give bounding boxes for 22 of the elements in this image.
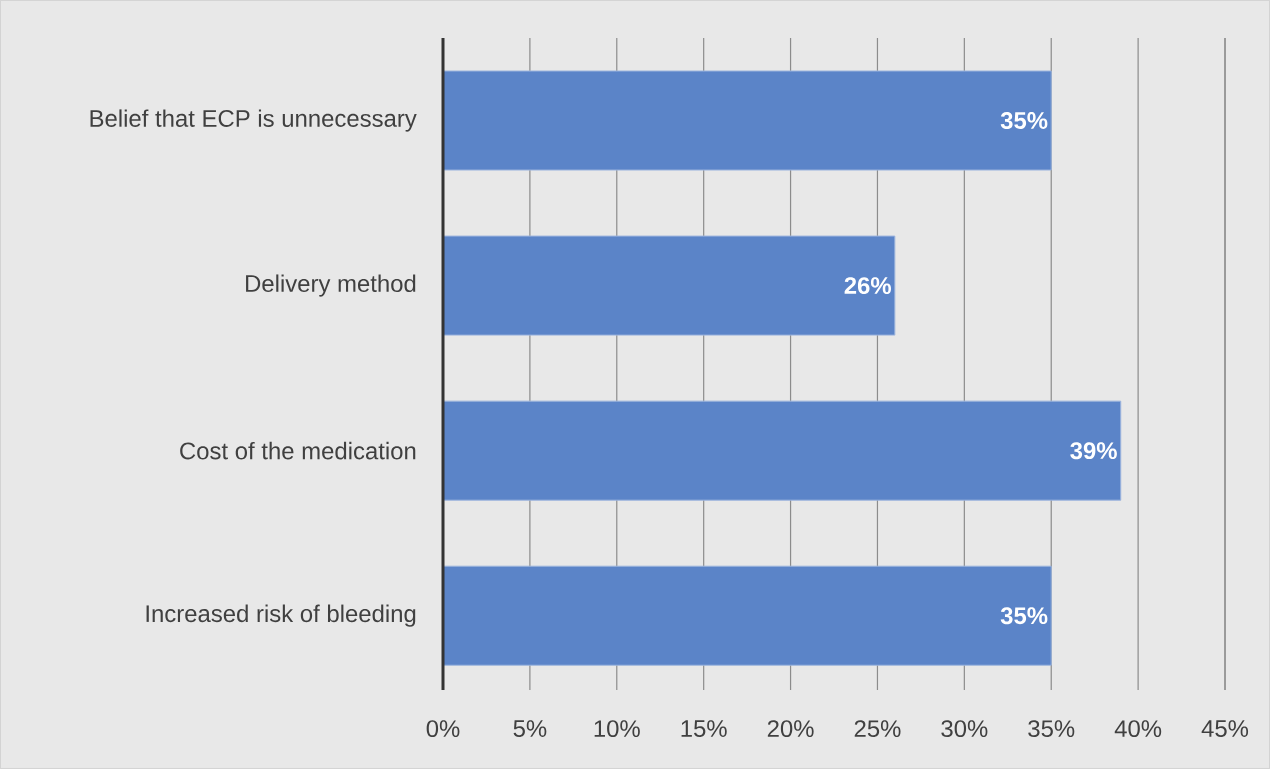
data-label: 26% [844, 277, 891, 295]
y-tick-label: Increased risk of bleeding [146, 604, 416, 627]
data-label: 39% [1070, 442, 1117, 460]
data-label: 35% [1000, 607, 1048, 625]
x-tick-label: 20% [767, 720, 814, 738]
x-tick-label: 15% [681, 720, 727, 737]
x-tick-label: 5% [513, 720, 547, 737]
bar [442, 70, 1052, 171]
x-tick-label: 25% [854, 720, 901, 738]
x-tick-label: 30% [941, 720, 988, 738]
x-tick-label: 10% [594, 720, 640, 738]
bar [442, 235, 896, 336]
y-tick-label: Belief that ECP is unnecessary [90, 109, 417, 132]
y-tick-label: Cost of the medication [180, 441, 416, 460]
x-tick-label: 0% [426, 720, 460, 738]
data-label: 35% [1000, 112, 1048, 129]
x-tick-label: 40% [1114, 720, 1162, 738]
x-tick-label: 45% [1201, 720, 1249, 737]
x-tick-label: 35% [1028, 720, 1075, 738]
bar [442, 400, 1122, 501]
y-tick-label: Delivery method [246, 274, 416, 297]
bar [442, 565, 1052, 666]
